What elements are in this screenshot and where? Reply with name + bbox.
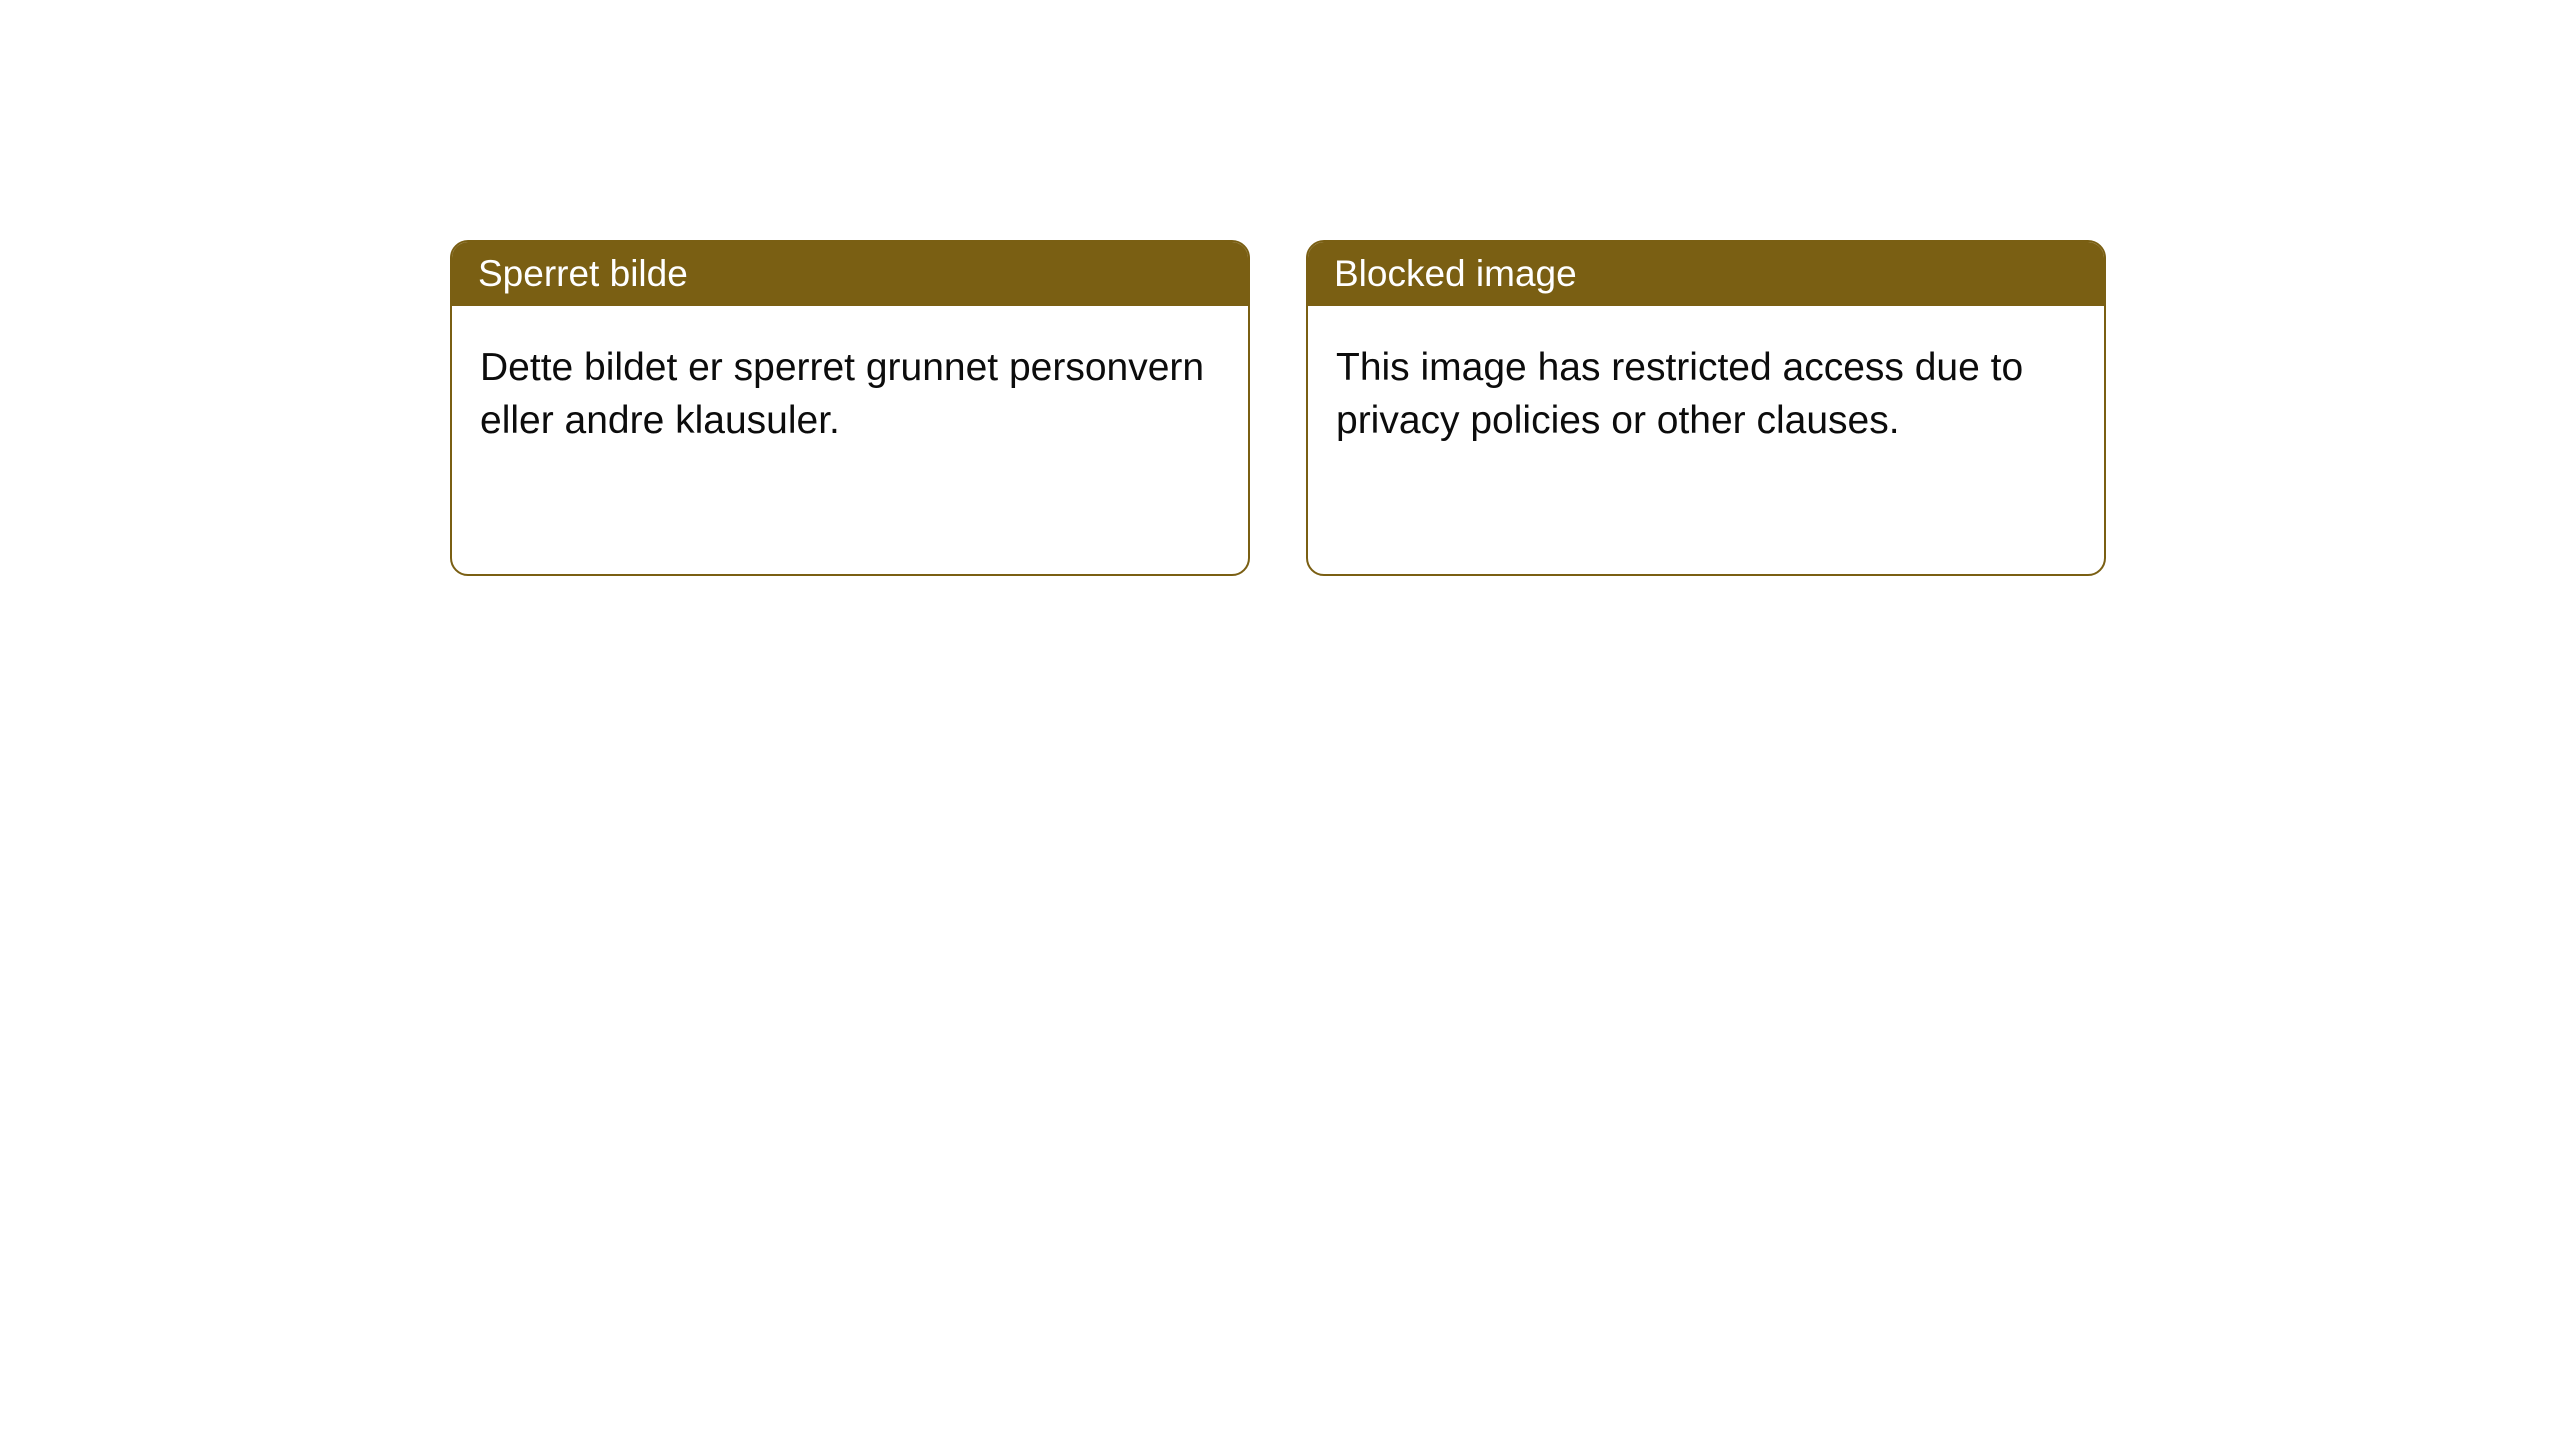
card-header-en: Blocked image — [1308, 242, 2104, 306]
card-header-no: Sperret bilde — [452, 242, 1248, 306]
card-body-en: This image has restricted access due to … — [1308, 306, 2104, 483]
blocked-image-card-en: Blocked image This image has restricted … — [1306, 240, 2106, 576]
notice-card-row: Sperret bilde Dette bildet er sperret gr… — [450, 240, 2106, 576]
card-body-no: Dette bildet er sperret grunnet personve… — [452, 306, 1248, 483]
blocked-image-card-no: Sperret bilde Dette bildet er sperret gr… — [450, 240, 1250, 576]
